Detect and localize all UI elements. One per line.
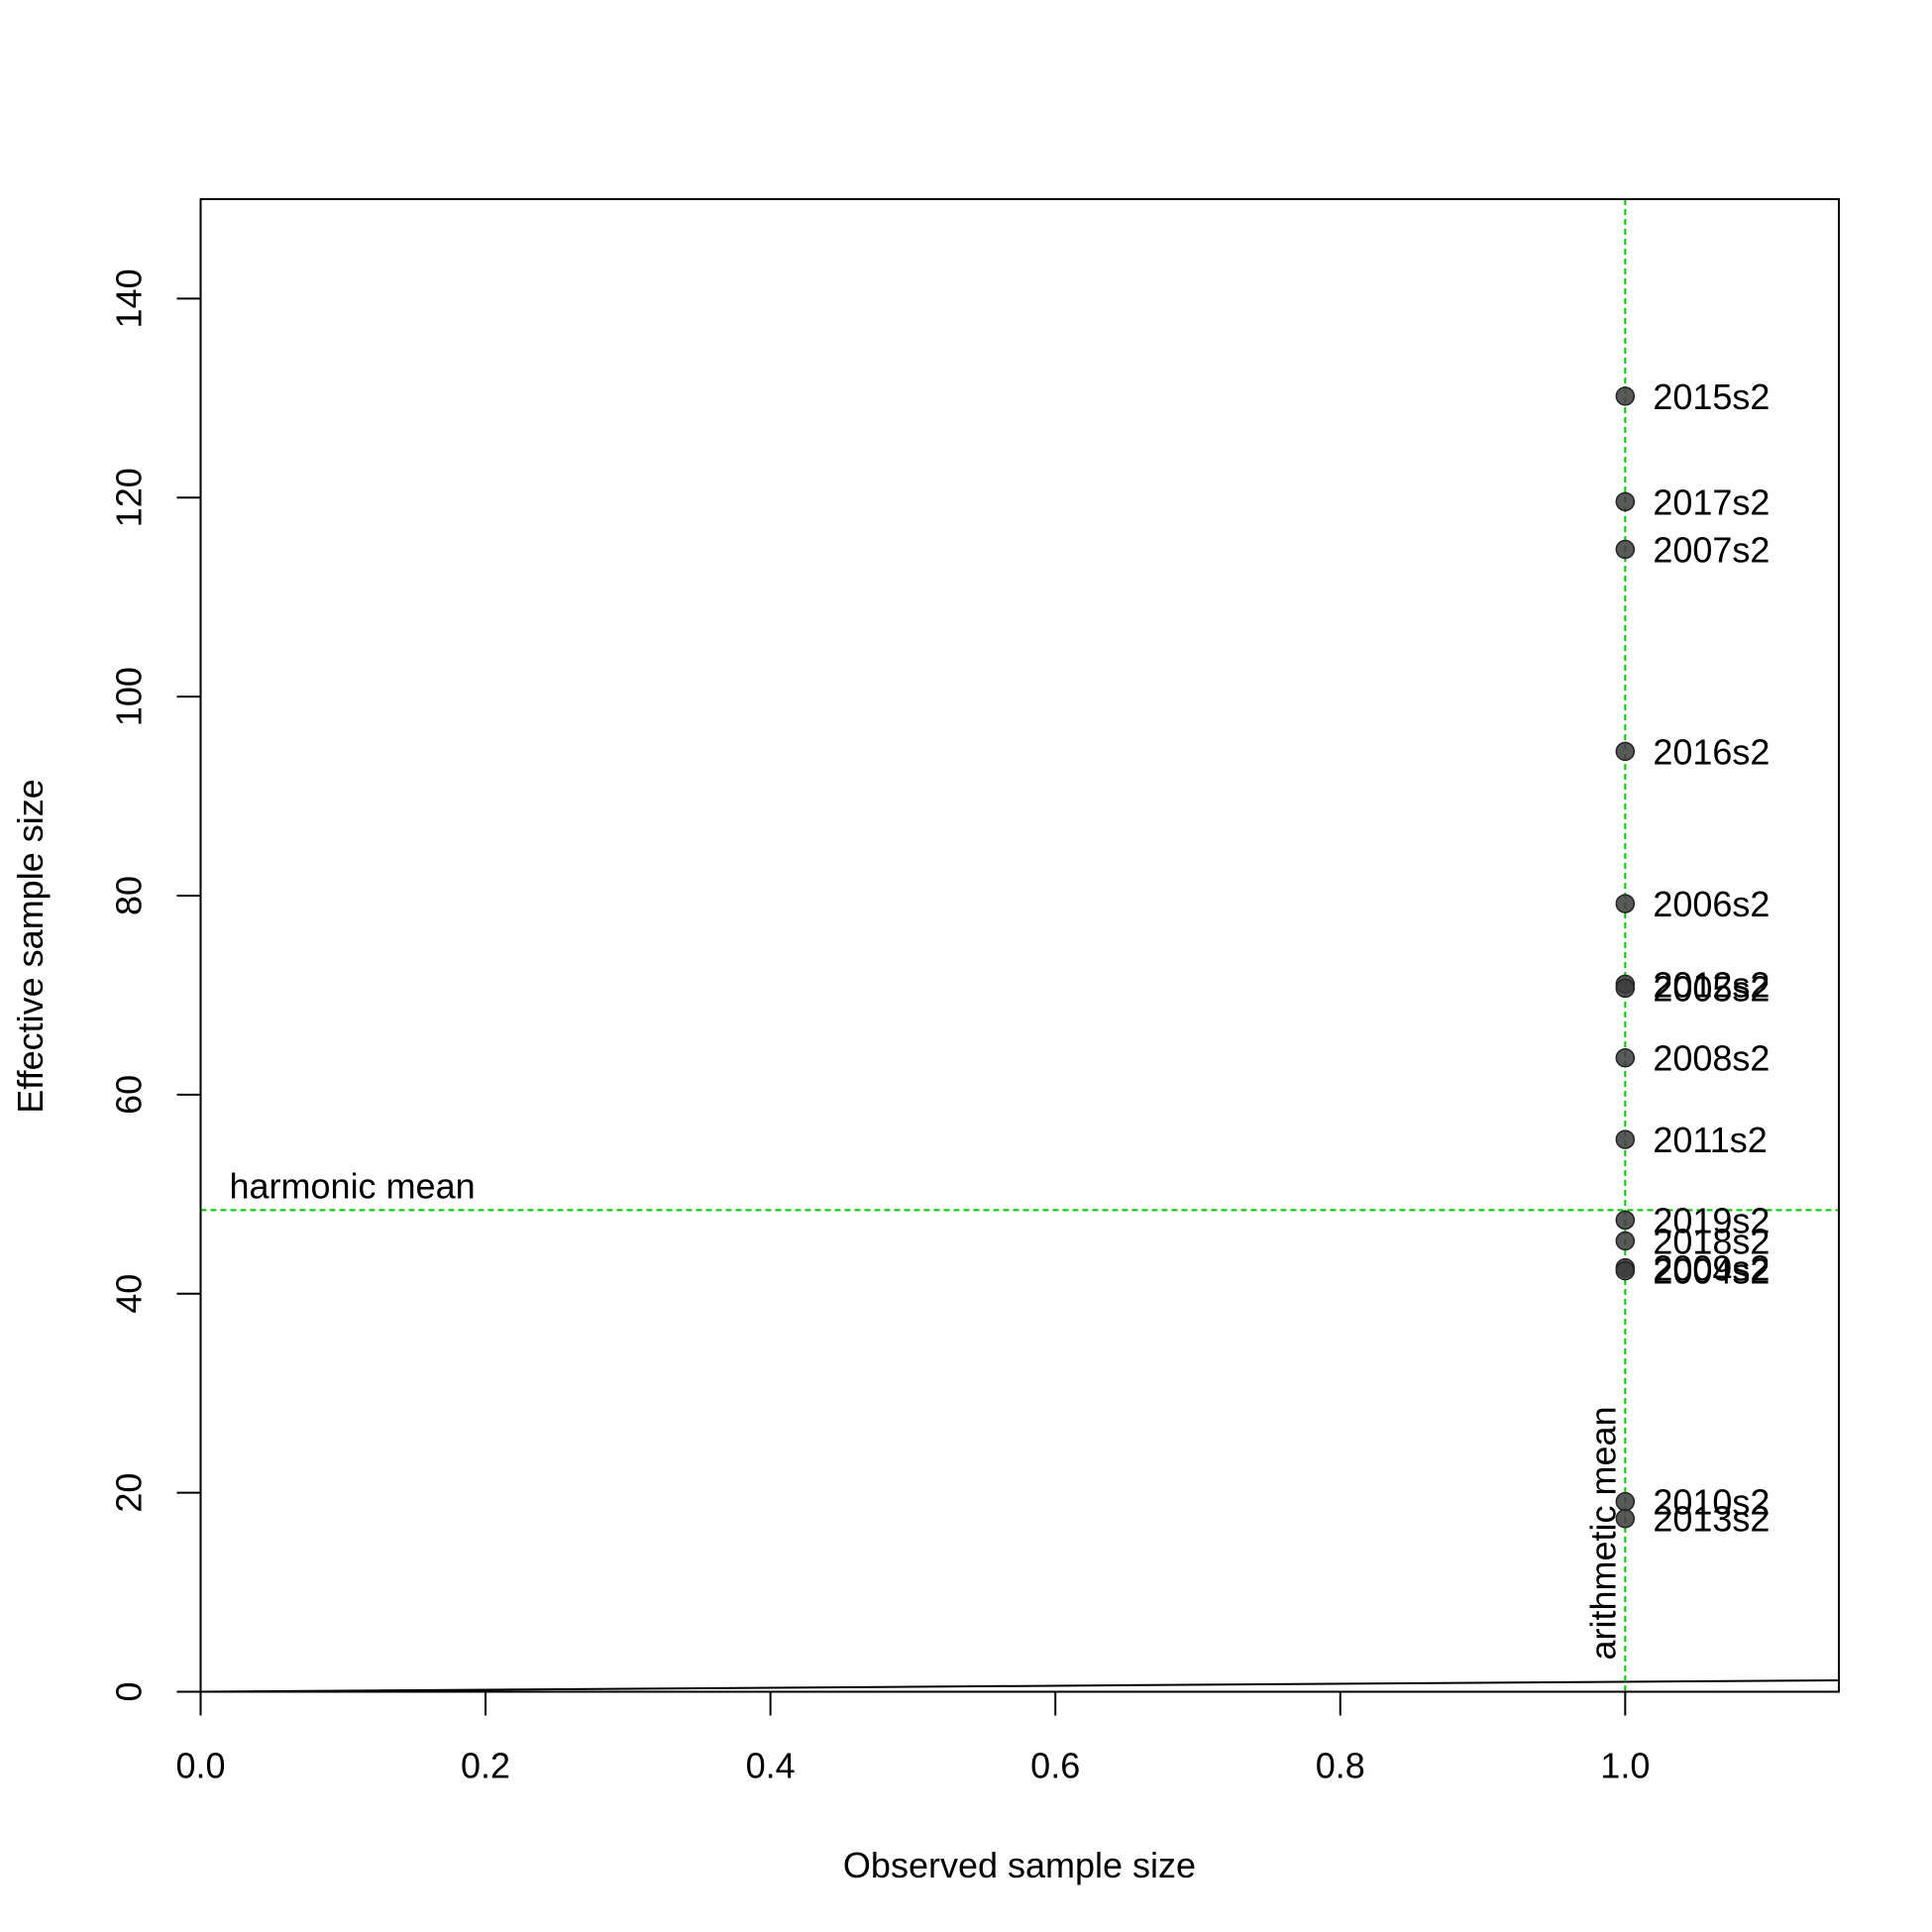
x-axis-title: Observed sample size <box>843 1845 1196 1885</box>
point-label: 2010s2 <box>1653 1482 1770 1523</box>
point-label: 2013s2 <box>1653 1499 1770 1540</box>
point-label: 2009s2 <box>1653 1248 1770 1289</box>
point-label: 2012s2 <box>1653 964 1770 1005</box>
harmonic-mean-label: harmonic mean <box>230 1165 476 1206</box>
y-tick-label: 20 <box>109 1473 150 1513</box>
point <box>1615 1047 1636 1068</box>
y-tick-label: 100 <box>109 667 150 726</box>
point-label: 2019s2 <box>1653 1200 1770 1240</box>
y-tick-label: 80 <box>109 876 150 915</box>
point <box>1615 1491 1636 1512</box>
point-label: 2011s2 <box>1653 1120 1767 1160</box>
point-label: 2018s2 <box>1653 1222 1770 1262</box>
x-tick-label: 0.6 <box>1030 1746 1080 1786</box>
identity-line <box>200 1678 1840 1693</box>
point-label: 2006s2 <box>1653 884 1770 924</box>
x-tick-label: 1.0 <box>1600 1746 1650 1786</box>
y-tick-label: 120 <box>109 468 150 527</box>
y-axis-title: Effective sample size <box>10 779 51 1113</box>
x-tick-label: 0.8 <box>1316 1746 1365 1786</box>
y-tick-label: 40 <box>109 1274 150 1314</box>
y-tick-label: 140 <box>109 268 150 328</box>
point <box>1615 386 1636 406</box>
point-label: 2015s2 <box>1653 376 1770 417</box>
point-label: 2004s2 <box>1653 1251 1770 1292</box>
point-label: 2007s2 <box>1653 530 1770 571</box>
plot-frame <box>199 198 1840 1693</box>
y-tick-label: 0 <box>109 1681 150 1701</box>
point <box>1615 491 1636 512</box>
point <box>1615 978 1636 999</box>
y-tick-label: 60 <box>109 1075 150 1115</box>
point <box>1615 539 1636 560</box>
point <box>1615 1231 1636 1251</box>
point-label: 2017s2 <box>1653 482 1770 522</box>
x-tick-label: 0.4 <box>746 1746 796 1786</box>
point <box>1615 1129 1636 1149</box>
arithmetic-mean-label: arithmetic mean <box>1582 1406 1623 1660</box>
point <box>1615 741 1636 762</box>
point <box>1615 1260 1636 1281</box>
point-label: 2005s2 <box>1653 968 1770 1009</box>
x-tick-label: 0.0 <box>175 1746 225 1786</box>
point <box>1615 1508 1636 1529</box>
x-tick-label: 0.2 <box>461 1746 510 1786</box>
point <box>1615 1210 1636 1231</box>
point-label: 2008s2 <box>1653 1038 1770 1079</box>
point <box>1615 894 1636 913</box>
point-label: 2016s2 <box>1653 731 1770 772</box>
